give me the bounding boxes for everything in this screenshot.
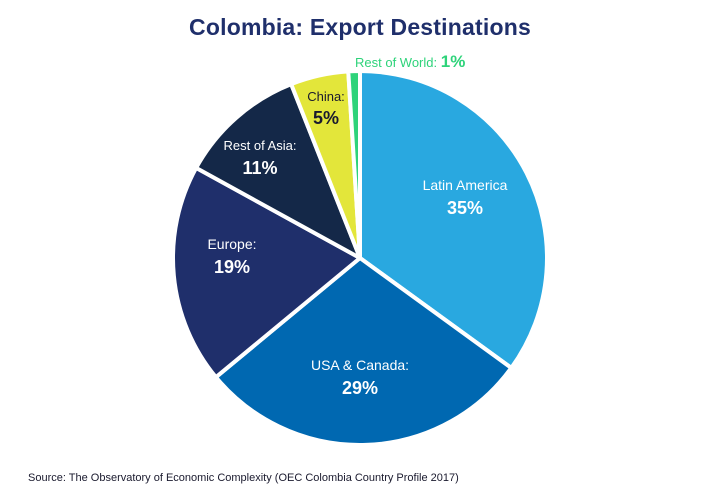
slice-value-china: 5% xyxy=(313,108,339,128)
slice-value-usa-canada: 29% xyxy=(342,378,378,398)
source-note: Source: The Observatory of Economic Comp… xyxy=(28,472,459,484)
slice-name-rest-of-world: Rest of World: xyxy=(355,55,441,70)
slice-name-europe: Europe: xyxy=(207,236,256,252)
pie-slice-europe xyxy=(171,165,362,380)
slice-name-usa-canada: USA & Canada: xyxy=(311,357,409,373)
pie-slice-latin-america xyxy=(358,69,549,370)
pie-slice-usa-canada xyxy=(213,256,514,447)
slice-label-rest-of-world: Rest of World: 1% xyxy=(355,52,465,71)
slice-value-rest-of-asia: 11% xyxy=(242,158,277,178)
slice-value-europe: 19% xyxy=(214,257,250,277)
slice-name-rest-of-asia: Rest of Asia: xyxy=(224,138,297,153)
pie-slice-rest-of-world xyxy=(346,69,362,260)
slice-value-rest-of-world: 1% xyxy=(441,52,466,71)
chart-title: Colombia: Export Destinations xyxy=(189,14,531,40)
slice-name-latin-america: Latin America xyxy=(423,177,508,193)
slice-name-china: China: xyxy=(307,89,345,104)
slice-value-latin-america: 35% xyxy=(447,198,483,218)
pie-slice-rest-of-asia xyxy=(194,82,362,260)
